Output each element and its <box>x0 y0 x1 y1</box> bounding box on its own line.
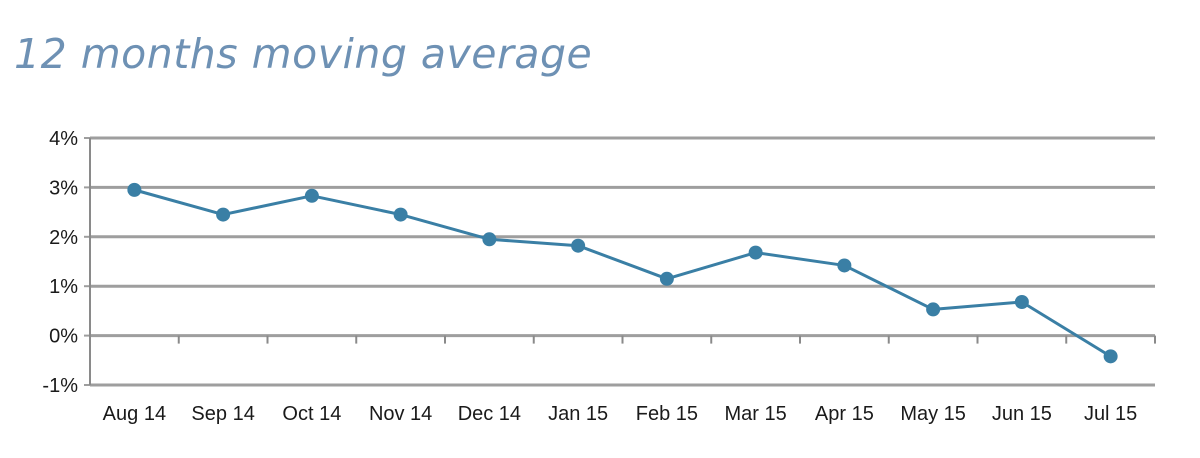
x-axis-tick-labels: Aug 14 Sep 14 Oct 14 Nov 14 Dec 14 Jan 15 Feb … <box>103 403 1138 425</box>
x-tick-label: Jul 15 <box>1084 403 1137 425</box>
data-point <box>216 207 231 222</box>
data-point <box>482 232 497 247</box>
series-line <box>133 188 1112 358</box>
x-tick-label: Feb 15 <box>636 403 698 425</box>
x-tick-label: Mar 15 <box>725 403 787 425</box>
data-point <box>571 238 586 253</box>
y-tick-label: 3% <box>49 177 78 199</box>
x-tick-label: Nov 14 <box>369 403 432 425</box>
data-point <box>393 207 408 222</box>
x-tick-label: May 15 <box>900 403 966 425</box>
x-tick-label: Jun 15 <box>992 403 1052 425</box>
y-tick-label: -1% <box>42 375 78 397</box>
y-tick-label: 1% <box>49 276 78 298</box>
x-tick-label: Sep 14 <box>191 403 254 425</box>
data-point <box>304 188 319 203</box>
data-point <box>1014 295 1029 310</box>
data-point <box>926 302 941 317</box>
y-tick-label: 2% <box>49 227 78 249</box>
x-tick-label: Apr 15 <box>815 403 874 425</box>
data-series <box>127 182 1118 364</box>
x-tick-label: Jan 15 <box>548 403 608 425</box>
data-point <box>837 258 852 273</box>
data-point <box>1103 349 1118 364</box>
axes <box>84 137 1156 386</box>
y-tick-label: 4% <box>49 128 78 150</box>
data-point <box>659 271 674 286</box>
x-tick-label: Oct 14 <box>282 403 341 425</box>
chart-title: 12 months moving average <box>14 30 593 78</box>
data-point <box>127 182 142 197</box>
data-point <box>748 245 763 260</box>
x-tick-label: Dec 14 <box>458 403 521 425</box>
x-tick-label: Aug 14 <box>103 403 166 425</box>
y-tick-label: 0% <box>49 326 78 348</box>
y-axis-tick-labels: -1% 0% 1% 2% 3% 4% <box>42 128 78 397</box>
